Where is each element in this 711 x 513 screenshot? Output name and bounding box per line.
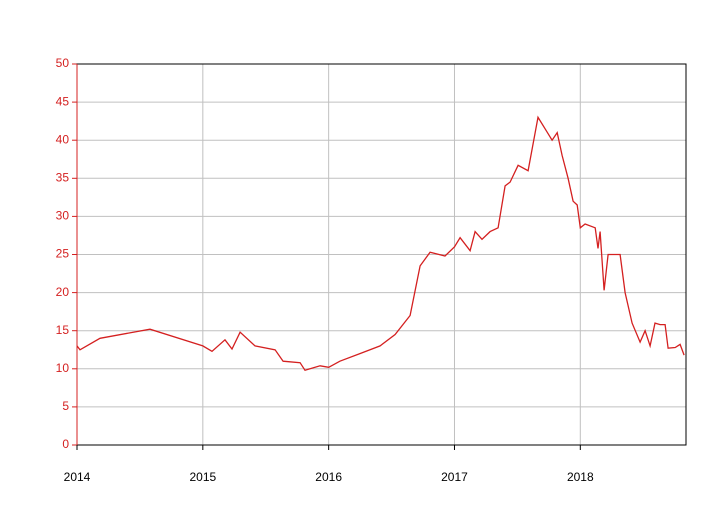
x-tick-label: 2018	[567, 470, 594, 484]
x-tick-label: 2015	[189, 470, 216, 484]
y-tick-label: 45	[56, 94, 70, 108]
x-tick-label: 2017	[441, 470, 468, 484]
y-tick-label: 5	[62, 399, 69, 413]
y-tick-label: 25	[56, 247, 70, 261]
y-tick-label: 15	[56, 323, 70, 337]
y-tick-label: 20	[56, 285, 70, 299]
y-tick-label: 35	[56, 170, 70, 184]
y-tick-label: 40	[56, 132, 70, 146]
y-tick-label: 30	[56, 209, 70, 223]
x-tick-label: 2014	[64, 470, 91, 484]
y-tick-label: 10	[56, 361, 70, 375]
x-tick-label: 2016	[315, 470, 342, 484]
y-tick-label: 0	[62, 437, 69, 451]
y-tick-label: 50	[56, 56, 70, 70]
data-line	[76, 115, 685, 372]
